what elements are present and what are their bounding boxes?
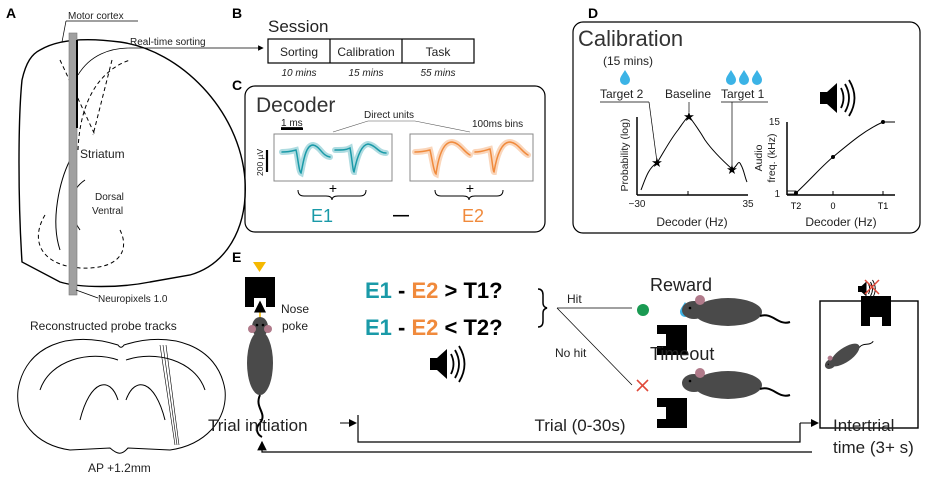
hit-condition-t2: E1 - E2 < T2?: [365, 315, 503, 340]
ytick-max: 15: [769, 117, 781, 128]
timeout-x-icon: [636, 379, 649, 392]
hit-condition-t1: E1 - E2 > T1?: [365, 278, 503, 303]
right-xlabel: Decoder (Hz): [805, 215, 876, 229]
minus-sign: —: [393, 207, 409, 224]
panel-label-e: E: [232, 249, 241, 265]
trial-label: Trial (0-30s): [535, 416, 626, 435]
port-icon: [861, 296, 891, 326]
baseline-star-icon: ★: [683, 109, 695, 124]
phase-sorting: Sorting: [280, 45, 318, 59]
probability-curve: [640, 115, 748, 191]
left-ylabel: Probability (log): [619, 119, 631, 192]
time-scale-label: 1 ms: [281, 118, 303, 129]
duration-calibration: 15 mins: [348, 68, 383, 79]
panel-b: B Session Sorting Calibration Task 10 mi…: [232, 5, 475, 79]
xtick-min: −30: [629, 199, 646, 210]
timeout-label: Timeout: [650, 344, 714, 364]
duration-sorting: 10 mins: [281, 68, 316, 79]
plus-e1: +: [329, 180, 337, 196]
calibration-title: Calibration: [578, 26, 683, 51]
left-xlabel: Decoder (Hz): [656, 215, 727, 229]
panel-e: E Nose poke E1 - E2 > T1? E1 - E2 < T2? …: [208, 249, 919, 457]
probe-tracks: [159, 344, 180, 446]
right-ylabel-2: freq. (kHz): [766, 133, 778, 182]
e1-waveform-1: [279, 141, 333, 178]
panel-d: D Calibration (15 mins) Target 2 Baselin…: [572, 5, 921, 234]
frequency-curve: [795, 121, 895, 194]
hit-label: Hit: [567, 292, 582, 306]
ap-coordinate-label: AP +1.2mm: [88, 461, 151, 475]
nose-label: Nose: [281, 302, 309, 316]
decoder-title: Decoder: [256, 94, 335, 117]
speaker-icon: [819, 79, 856, 117]
panel-label-d: D: [588, 5, 598, 21]
dorsal-label: Dorsal: [95, 192, 124, 203]
trial-initiation-label: Trial initiation: [208, 416, 308, 435]
phase-calibration: Calibration: [337, 45, 394, 59]
reward-indicator-icon: [637, 304, 649, 316]
striatum-label: Striatum: [80, 147, 125, 161]
direct-units-label: Direct units: [364, 110, 414, 121]
session-title: Session: [268, 17, 328, 36]
muted-speaker-icon: [857, 279, 880, 299]
panel-c: C Decoder Direct units 1 ms 100ms bins 2…: [232, 77, 546, 233]
water-drop-icon: [739, 70, 749, 85]
baseline-label: Baseline: [665, 87, 711, 101]
realtime-sorting-label: Real-time sorting: [130, 37, 206, 48]
xtick-t2: T2: [791, 201, 802, 211]
water-drop-icon: [726, 70, 736, 85]
e2-label: E2: [462, 206, 484, 226]
panel-label-c: C: [232, 77, 242, 93]
panel-label-a: A: [6, 5, 16, 21]
target1-label: Target 1: [721, 87, 765, 101]
voltage-scale-label: 200 µV: [255, 149, 265, 176]
target2-label: Target 2: [600, 87, 644, 101]
panel-label-b: B: [232, 5, 242, 21]
intertrial-label-2: time (3+ s): [833, 438, 914, 457]
neuropixels-probe: [68, 32, 78, 296]
water-drop-icon: [752, 70, 762, 85]
coronal-section-outline: [17, 338, 226, 454]
duration-task: 55 mins: [420, 68, 455, 79]
right-ylabel-1: Audio: [753, 144, 765, 171]
brain-section-outline: [18, 38, 246, 288]
cue-light-icon: [253, 262, 266, 272]
mouse-drinking-icon: [681, 294, 791, 327]
e1-label: E1: [311, 206, 333, 226]
no-hit-label: No hit: [555, 346, 587, 360]
poke-label: poke: [282, 319, 308, 333]
cortex-boundary: [59, 59, 131, 151]
ventral-region: [37, 214, 125, 269]
mouse-waiting-icon: [681, 367, 791, 400]
xtick-t1: T1: [878, 201, 889, 211]
target2-star-icon: ★: [651, 155, 663, 170]
xtick-max: 35: [742, 199, 754, 210]
reward-label: Reward: [650, 275, 712, 295]
panel-a: A Motor cortex Real-time sorting Striatu…: [6, 5, 264, 475]
e1-waveform-2: [332, 140, 389, 176]
probability-plot: ★ ★ ★ −30 35 Decoder (Hz) Probability (l…: [619, 109, 754, 229]
calibration-duration: (15 mins): [603, 54, 653, 68]
neuropixels-label: Neuropixels 1.0: [98, 294, 168, 305]
audio-frequency-plot: 15 1 T2 0 T1 Decoder (Hz) Audio freq. (k…: [753, 117, 895, 229]
phase-task: Task: [426, 45, 452, 59]
probe-recording-sites: [76, 40, 78, 128]
mouse-wandering-icon: [820, 329, 875, 375]
intertrial-label-1: Intertrial: [833, 416, 894, 435]
target1-star-icon: ★: [726, 162, 738, 177]
port-icon: [657, 398, 687, 428]
xtick-0: 0: [830, 201, 835, 211]
ytick-min: 1: [774, 189, 780, 200]
motor-cortex-label: Motor cortex: [68, 11, 124, 22]
bins-label: 100ms bins: [472, 119, 523, 130]
speaker-icon: [429, 345, 466, 383]
water-drop-icon: [620, 70, 630, 85]
plus-e2: +: [466, 180, 474, 196]
ventral-label: Ventral: [92, 206, 123, 217]
reconstructed-tracks-label: Reconstructed probe tracks: [30, 319, 177, 333]
